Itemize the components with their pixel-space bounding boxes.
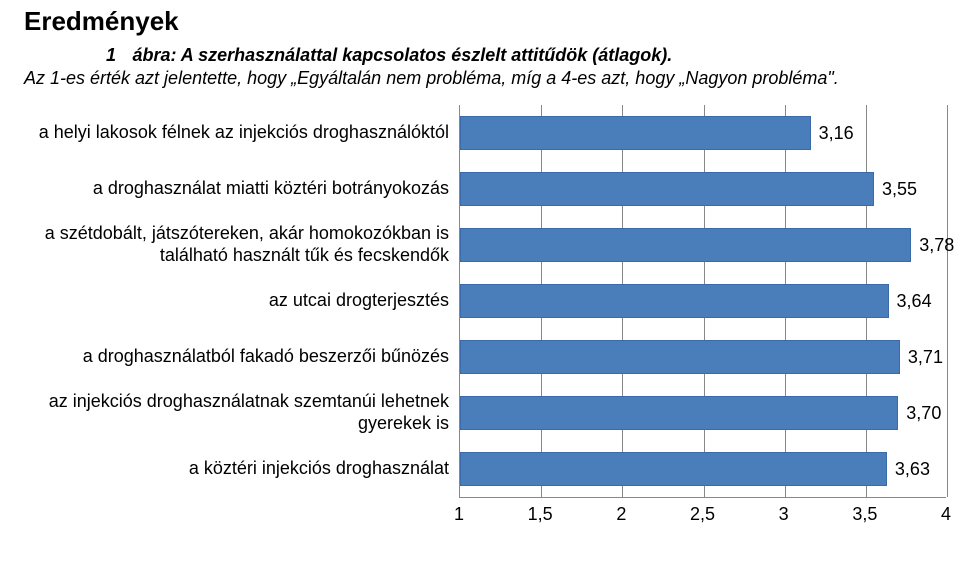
chart-value-label: 3,55 xyxy=(882,179,917,200)
chart-value-label: 3,63 xyxy=(895,459,930,480)
figure-caption-text: ábra: A szerhasználattal kapcsolatos ész… xyxy=(132,45,672,65)
chart-x-axis: 11,522,533,54 xyxy=(459,497,946,532)
figure-subtitle: Az 1-es érték azt jelentette, hogy „Egyá… xyxy=(24,68,942,89)
chart-y-labels: a helyi lakosok félnek az injekciós drog… xyxy=(34,105,459,497)
chart-x-tick-label: 3 xyxy=(779,504,789,525)
chart-x-tick-label: 1,5 xyxy=(528,504,553,525)
chart-x-tick-label: 2,5 xyxy=(690,504,715,525)
chart-x-tick-label: 1 xyxy=(454,504,464,525)
chart-category-label: az utcai drogterjesztés xyxy=(34,290,459,312)
chart-value-label: 3,16 xyxy=(819,123,854,144)
chart-bar xyxy=(460,116,811,150)
chart-value-label: 3,78 xyxy=(919,235,954,256)
chart-value-label: 3,71 xyxy=(908,347,943,368)
chart-category-label: a droghasználatból fakadó beszerzői bűnö… xyxy=(34,346,459,368)
chart-bar xyxy=(460,340,900,374)
chart-bar xyxy=(460,284,889,318)
chart-category-label: a szétdobált, játszótereken, akár homoko… xyxy=(34,223,459,266)
chart-bar xyxy=(460,396,898,430)
page-title: Eredmények xyxy=(24,6,942,37)
chart-category-label: az injekciós droghasználatnak szemtanúi … xyxy=(34,391,459,434)
chart-bar xyxy=(460,228,911,262)
chart-plot-area: 3,16 3,55 3,78 3,64 3,71 3,70 3,63 xyxy=(459,105,954,497)
chart-bar xyxy=(460,452,887,486)
figure-number: 1 xyxy=(76,45,128,66)
chart-value-label: 3,64 xyxy=(897,291,932,312)
chart-x-tick-label: 4 xyxy=(941,504,951,525)
figure-caption: 1 ábra: A szerhasználattal kapcsolatos é… xyxy=(76,45,942,66)
chart-x-tick-label: 3,5 xyxy=(852,504,877,525)
chart-category-label: a droghasználat miatti köztéri botrányok… xyxy=(34,178,459,200)
chart-x-tick-label: 2 xyxy=(616,504,626,525)
chart-category-label: a helyi lakosok félnek az injekciós drog… xyxy=(34,122,459,144)
chart-bar xyxy=(460,172,874,206)
chart-value-label: 3,70 xyxy=(906,403,941,424)
attitudes-bar-chart: a helyi lakosok félnek az injekciós drog… xyxy=(34,105,946,532)
chart-category-label: a köztéri injekciós droghasználat xyxy=(34,458,459,480)
